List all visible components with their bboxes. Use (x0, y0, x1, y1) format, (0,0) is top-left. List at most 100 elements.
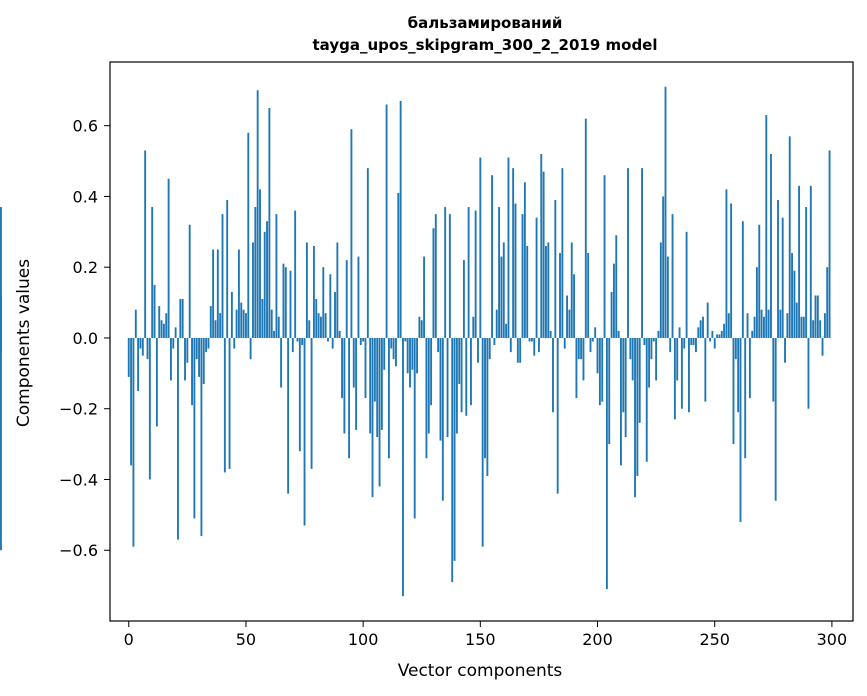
bar-140 (455, 337, 458, 434)
bar-287 (800, 316, 803, 338)
bar-122 (413, 337, 416, 519)
x-tick-label: 200 (582, 630, 613, 649)
bar-237 (683, 337, 686, 349)
bar-147 (472, 316, 475, 338)
bar-276 (774, 337, 777, 501)
y-tick-label: 0.6 (73, 117, 98, 136)
bar-177 (542, 171, 545, 338)
bar-70 (291, 337, 294, 353)
bar-249 (711, 330, 714, 338)
bar-28 (193, 337, 196, 519)
bar-165 (514, 203, 517, 338)
bar-96 (352, 337, 355, 388)
bar-103 (369, 337, 372, 434)
bar-113 (392, 337, 395, 360)
bar-185 (561, 168, 564, 338)
bar-200 (596, 337, 599, 374)
bar-270 (760, 309, 763, 338)
bar-268 (755, 267, 758, 338)
bar-161 (505, 323, 508, 338)
bar-98 (357, 256, 360, 338)
bar-263 (744, 337, 747, 459)
bar-152 (484, 337, 486, 459)
bar-279 (781, 217, 784, 338)
bar-219 (641, 168, 643, 338)
bar-35 (209, 306, 212, 338)
bar-145 (467, 207, 470, 338)
bar-102 (366, 168, 369, 338)
bar-216 (634, 337, 636, 498)
bar-143 (462, 260, 465, 338)
bar-250 (713, 337, 716, 349)
bar-137 (448, 214, 451, 338)
bar-220 (643, 337, 646, 346)
bar-141 (458, 337, 461, 384)
bar-240 (690, 337, 693, 346)
bar-72 (296, 337, 299, 342)
x-axis-ticks: 0 50 100 150 200 250 300 (124, 621, 847, 649)
bar-244 (699, 320, 702, 338)
bar-154 (488, 337, 491, 360)
bar-110 (385, 104, 388, 338)
bar-234 (676, 337, 679, 381)
bar-272 (765, 115, 768, 338)
bar-180 (549, 330, 552, 338)
bar-80 (315, 299, 318, 338)
bar-76 (305, 242, 308, 338)
bar-93 (345, 260, 348, 338)
bars-group (0, 86, 831, 597)
bar-203 (603, 175, 606, 338)
bar-25 (186, 337, 189, 363)
bar-211 (622, 337, 625, 413)
bar-64 (277, 316, 280, 338)
bar-191 (575, 337, 578, 399)
bar-162 (507, 157, 510, 338)
bar-19 (172, 337, 175, 349)
bar-230 (666, 256, 669, 338)
bar-81 (317, 313, 320, 338)
bar-188 (568, 309, 571, 338)
bar-231 (669, 337, 672, 353)
bar-277 (777, 199, 779, 338)
bar-171 (528, 337, 531, 342)
bar-63 (275, 214, 278, 338)
bar-62 (273, 330, 276, 338)
bar-65 (280, 337, 283, 388)
bar-59 (266, 221, 268, 338)
bar-173 (533, 337, 536, 356)
bar-9 (148, 337, 151, 480)
bar-36 (212, 249, 215, 338)
bar-14 (160, 320, 163, 338)
bar-114 (395, 337, 397, 367)
bar-54 (254, 207, 257, 338)
bar-172 (530, 337, 533, 342)
bar-289 (805, 207, 808, 338)
bar-51 (247, 132, 250, 338)
bar-118 (404, 337, 407, 342)
bar-21 (177, 337, 179, 540)
bar-262 (741, 221, 744, 338)
bar-8 (146, 337, 149, 360)
bar-174 (535, 217, 538, 338)
bar-239 (687, 337, 690, 413)
bar-243 (697, 327, 700, 338)
bar-86 (329, 274, 332, 338)
bar-47 (237, 249, 240, 338)
bar-164 (512, 168, 515, 338)
bar-89 (336, 242, 339, 338)
bar-194 (582, 337, 585, 381)
bar-146 (470, 337, 472, 406)
bar-187 (566, 295, 568, 338)
bar-247 (706, 302, 709, 338)
bar-273 (767, 309, 770, 338)
x-tick-label: 100 (348, 630, 379, 649)
bar-295 (819, 320, 822, 338)
bar-266 (751, 330, 754, 338)
bar-294 (816, 295, 819, 338)
bar-182 (554, 199, 557, 338)
bar-57 (261, 299, 264, 338)
bar-163 (509, 337, 512, 353)
bar-292 (812, 320, 815, 338)
bar-23 (181, 299, 184, 338)
bar-2 (132, 337, 135, 547)
